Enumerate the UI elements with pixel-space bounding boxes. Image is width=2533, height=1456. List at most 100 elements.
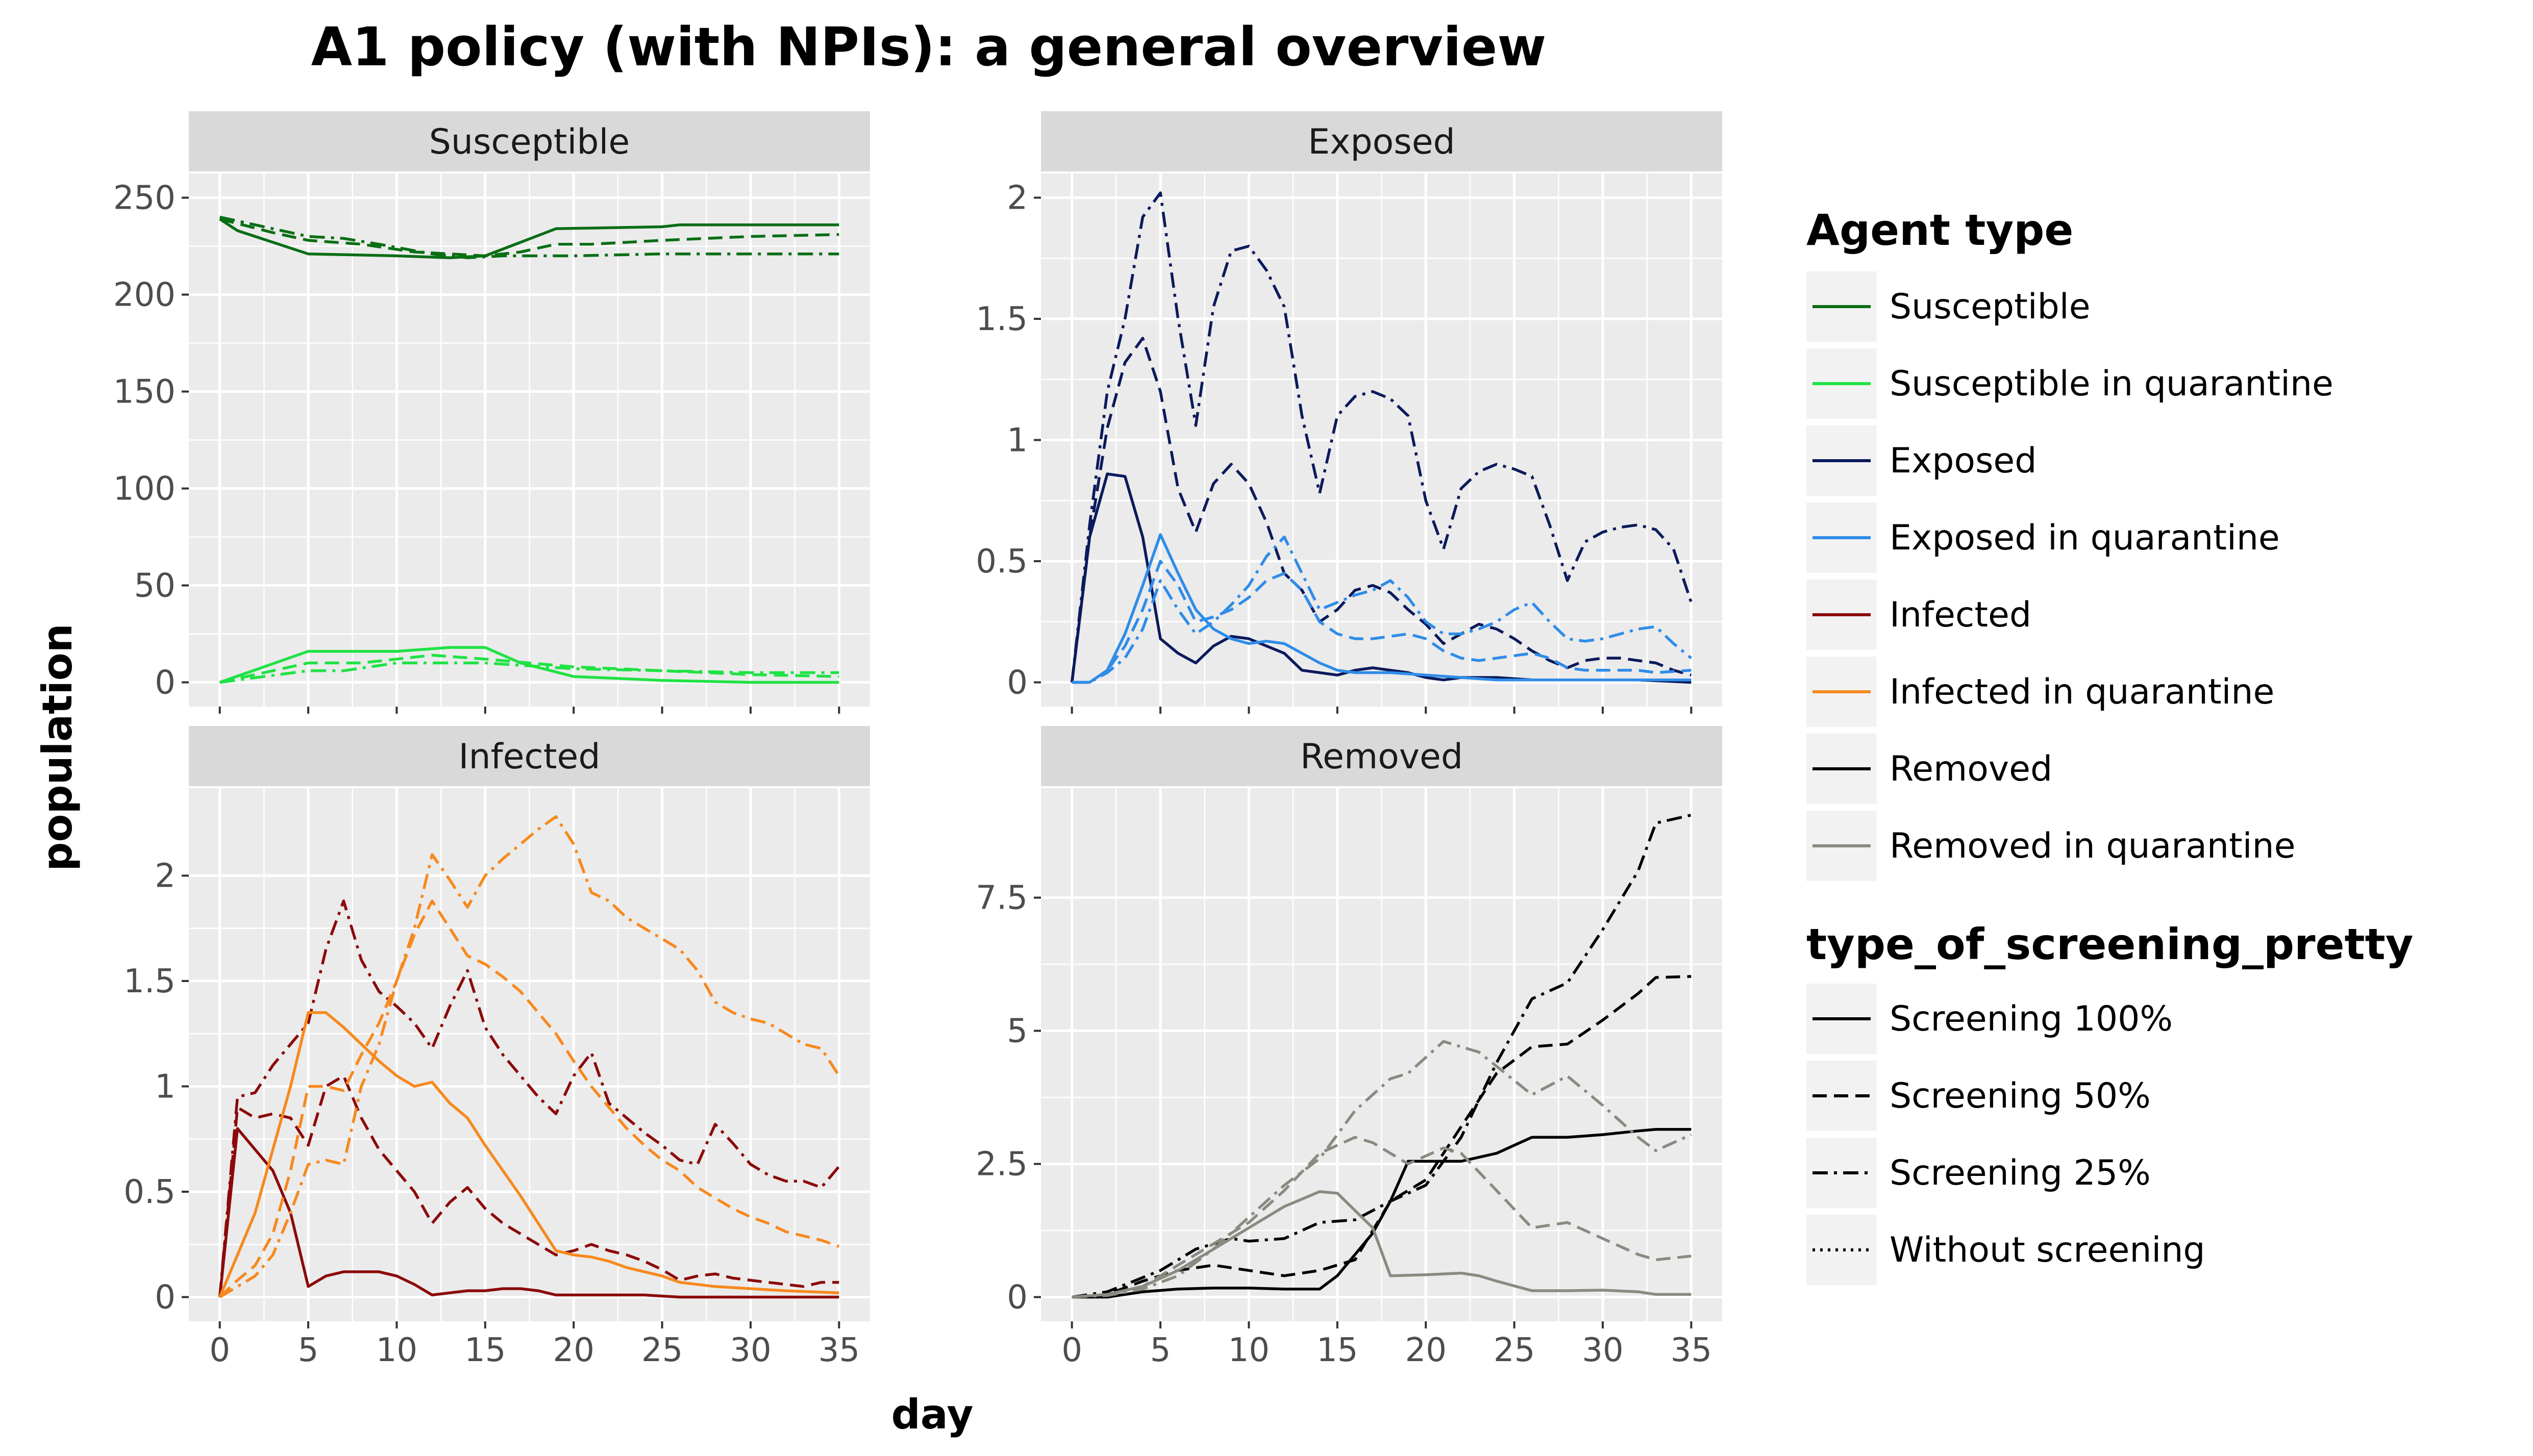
facet-panels: Susceptible050100150200250Exposed00.511.…: [113, 111, 1722, 1369]
legend-item: Removed in quarantine: [1806, 811, 2295, 881]
legend-item: Screening 100%: [1806, 984, 2173, 1054]
minor-gridlines: [189, 788, 870, 1321]
y-tick-label: 2: [1007, 180, 1028, 217]
y-tick-label: 1.5: [123, 963, 176, 1000]
legend-agent-type-items: Susceptible Susceptible in quarantine Expo…: [1806, 271, 2333, 881]
series-line: [1072, 1127, 1692, 1299]
series-line: [1070, 337, 1692, 683]
major-gridlines: [189, 788, 870, 1321]
legend-item: Susceptible in quarantine: [1806, 348, 2333, 419]
series-line: [1072, 1040, 1692, 1299]
minor-gridlines: [189, 173, 870, 707]
y-tick-label: 7.5: [976, 880, 1028, 917]
x-tick-label: 10: [1228, 1332, 1270, 1369]
legend-screening: type_of_screening_pretty Screening 100%S…: [1806, 919, 2414, 1285]
legend-label: Infected: [1890, 595, 2031, 635]
y-tick-label: 2: [155, 857, 176, 895]
x-tick-label: 20: [1405, 1332, 1446, 1369]
y-tick-label: 250: [113, 180, 176, 217]
y-tick-label: 150: [113, 373, 176, 411]
y-axis-title: population: [34, 623, 81, 871]
legend-screening-title: type_of_screening_pretty: [1806, 919, 2414, 969]
x-tick-label: 5: [298, 1332, 319, 1369]
x-tick-label: 20: [553, 1332, 594, 1369]
series-line: [218, 899, 840, 1297]
series-lines: [218, 815, 840, 1299]
legend-item: Susceptible: [1806, 271, 2091, 342]
x-axis-title: day: [891, 1391, 974, 1438]
series-line: [1072, 533, 1692, 684]
series-line: [219, 815, 840, 1298]
series-line: [219, 646, 839, 684]
facet-strip-label: Exposed: [1308, 122, 1455, 162]
x-tick-label: 5: [1150, 1332, 1171, 1369]
series-line: [1070, 191, 1693, 683]
y-tick-label: 2.5: [976, 1146, 1028, 1184]
facet-strip-label: Removed: [1300, 737, 1463, 777]
y-tick-label: 5: [1007, 1013, 1028, 1050]
legend-label: Screening 25%: [1890, 1153, 2151, 1193]
x-tick-label: 15: [1317, 1332, 1358, 1369]
facet-panel-removed: Removed 0 5 10 15 20 25 30 35 0 2.5 5 7.5: [976, 726, 1722, 1369]
facet-strip-label: Infected: [459, 737, 601, 777]
facet-panel-infected: Infected 0 5 10 15 20 25 30 35 0 0.5 1 1.5 2: [123, 726, 870, 1369]
x-tick-label: 30: [730, 1332, 771, 1369]
series-line: [218, 1074, 839, 1297]
legend-item: Screening 50%: [1806, 1061, 2151, 1131]
series-line: [219, 218, 839, 260]
y-tick-label: 100: [113, 470, 176, 508]
y-tick-label: 200: [113, 277, 176, 314]
series-line: [1072, 814, 1692, 1299]
major-gridlines: [1041, 788, 1722, 1321]
legend-label: Screening 100%: [1890, 999, 2173, 1039]
y-tick-label: 0.5: [976, 543, 1028, 581]
series-lines: [1072, 814, 1692, 1299]
series-line: [1070, 472, 1692, 684]
legend-agent-type-title: Agent type: [1806, 205, 2073, 255]
legend-label: Removed in quarantine: [1890, 826, 2295, 866]
legend-label: Exposed in quarantine: [1890, 518, 2280, 558]
y-tick-label: 0.5: [123, 1173, 176, 1211]
legend-item: Without screening: [1806, 1215, 2205, 1285]
y-tick-label: 0: [155, 1279, 176, 1317]
legend-label: Infected in quarantine: [1890, 672, 2274, 712]
legend-agent-type: Agent type Susceptible Susceptible in qua…: [1806, 205, 2333, 881]
x-tick-label: 25: [641, 1332, 683, 1369]
legend-item: Removed: [1806, 734, 2052, 804]
x-tick-label: 30: [1582, 1332, 1623, 1369]
legend-screening-items: Screening 100% Screening 50% Screening 25%…: [1806, 984, 2205, 1285]
series-line: [1072, 1190, 1692, 1299]
legend-item: Infected in quarantine: [1806, 657, 2274, 727]
x-tick-label: 35: [818, 1332, 860, 1369]
series-line: [219, 661, 839, 684]
x-tick-label: 0: [209, 1332, 230, 1369]
legend-item: Exposed in quarantine: [1806, 503, 2280, 573]
legend-item: Infected: [1806, 580, 2031, 650]
y-tick-label: 1.5: [976, 300, 1028, 338]
major-gridlines: [189, 173, 870, 707]
legend-label: Susceptible in quarantine: [1890, 364, 2333, 404]
series-line: [1072, 1136, 1692, 1299]
facet-strip-label: Susceptible: [429, 122, 630, 162]
y-tick-label: 1: [1007, 422, 1028, 460]
x-tick-label: 0: [1061, 1332, 1082, 1369]
x-tick-label: 25: [1494, 1332, 1535, 1369]
series-line: [218, 899, 840, 1298]
y-tick-label: 0: [1007, 1279, 1028, 1317]
y-tick-label: 1: [155, 1068, 176, 1106]
minor-gridlines: [1041, 788, 1722, 1321]
series-line: [1072, 560, 1692, 684]
series-line: [1072, 535, 1693, 684]
legend-label: Exposed: [1890, 441, 2037, 481]
facet-strip: [189, 111, 870, 171]
legend-label: Without screening: [1890, 1230, 2205, 1270]
legend-label: Removed: [1890, 749, 2052, 789]
series-line: [219, 215, 839, 260]
series-line: [218, 1127, 839, 1299]
facet-strip: [1041, 111, 1722, 171]
legend-label: Susceptible: [1890, 287, 2091, 327]
y-tick-label: 0: [155, 664, 176, 702]
legend-key: [1806, 1215, 1877, 1285]
legend-label: Screening 50%: [1890, 1076, 2151, 1116]
